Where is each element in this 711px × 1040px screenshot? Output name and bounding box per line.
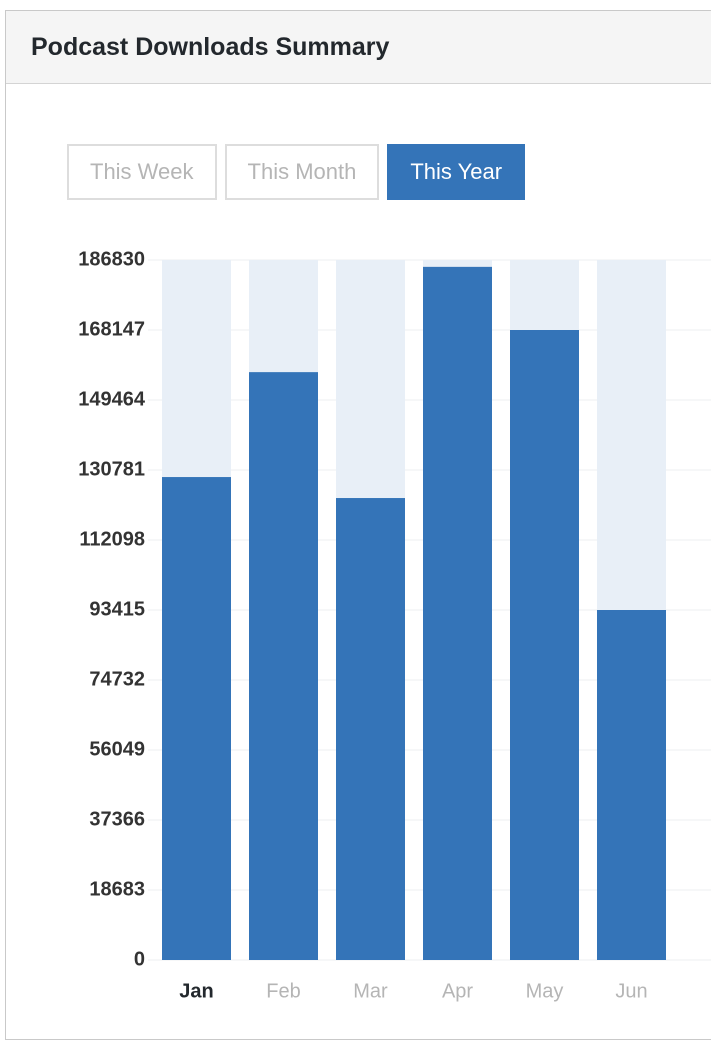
y-tick-label: 0 [134, 948, 145, 970]
y-tick-label: 130781 [78, 458, 145, 480]
y-tick-label: 93415 [89, 598, 145, 620]
y-tick-label: 37366 [89, 808, 145, 830]
tab[interactable]: This Month [224, 144, 380, 200]
panel-title: Podcast Downloads Summary [31, 33, 390, 61]
panel-header: Podcast Downloads Summary [6, 11, 711, 84]
tab[interactable]: This Year [387, 144, 526, 200]
bar [423, 266, 492, 960]
y-tick-label: 18683 [89, 878, 145, 900]
x-tick-label[interactable]: Jun [615, 980, 647, 1002]
x-tick-label[interactable]: Feb [266, 980, 300, 1002]
bar [162, 477, 231, 960]
x-tick-label[interactable]: Mar [353, 980, 388, 1002]
x-tick-label[interactable]: Apr [442, 980, 473, 1002]
y-tick-label: 149464 [78, 388, 146, 410]
y-tick-label: 186830 [78, 248, 145, 270]
bar [249, 372, 318, 960]
y-tick-label: 168147 [78, 318, 145, 340]
y-tick-label: 74732 [89, 668, 145, 690]
bar [336, 498, 405, 960]
bar [510, 330, 579, 960]
y-tick-label: 56049 [89, 738, 145, 760]
tab[interactable]: This Week [67, 144, 217, 200]
y-tick-label: 112098 [79, 528, 145, 550]
panel: Podcast Downloads Summary This Week This … [5, 10, 711, 1040]
tab-bar: This Week This Month This Year [67, 144, 526, 200]
x-tick-label[interactable]: Jan [179, 980, 213, 1002]
x-tick-label[interactable]: May [526, 980, 564, 1002]
bar [597, 610, 666, 960]
